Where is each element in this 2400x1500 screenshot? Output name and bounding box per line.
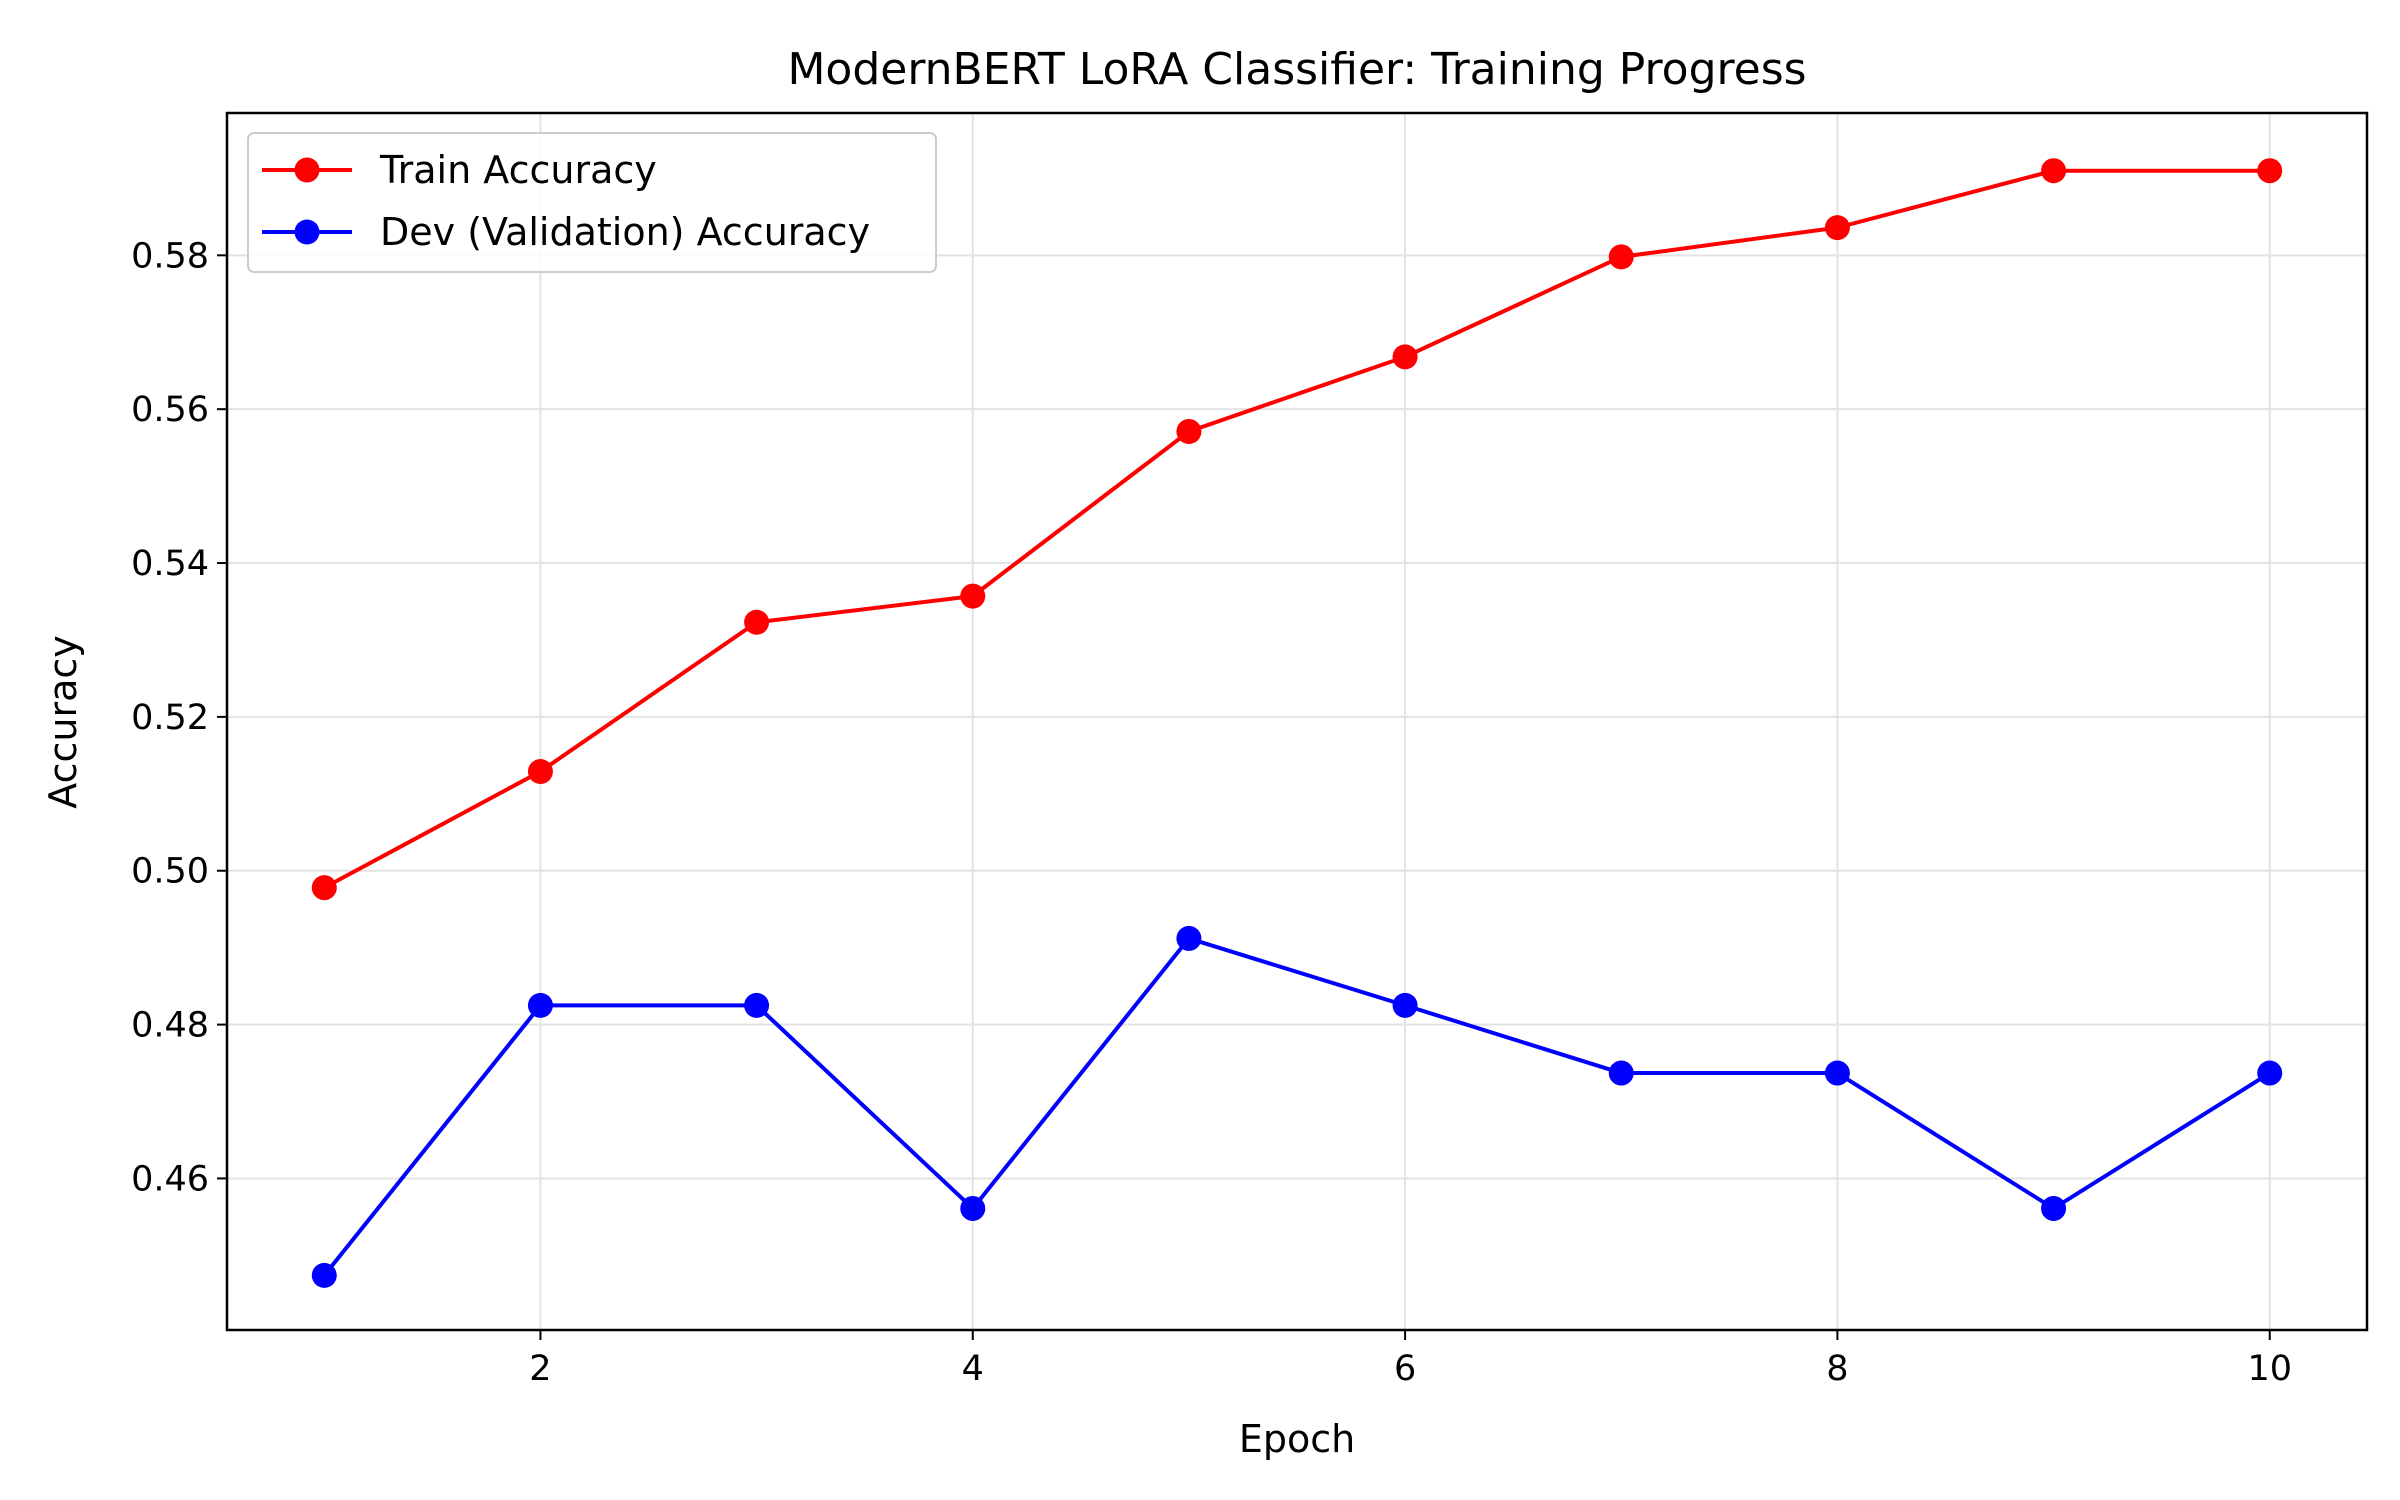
data-point (527, 992, 553, 1018)
legend-label: Train Accuracy (379, 148, 657, 192)
data-point (960, 1195, 986, 1221)
data-point (1824, 215, 1850, 241)
data-point (2041, 158, 2067, 184)
data-point (1176, 925, 1202, 951)
x-tick-label: 8 (1826, 1349, 1848, 1389)
data-point (960, 583, 986, 609)
data-point (311, 1262, 337, 1288)
series-1 (311, 925, 2283, 1288)
legend-box (247, 132, 937, 273)
data-point (1392, 344, 1418, 370)
data-point (2257, 158, 2283, 184)
axis-ticks: 2 4 6 8 10 0.46 0.48 0.50 0.52 0.54 0.56 0.58 (131, 236, 2292, 1389)
y-axis-label: Accuracy (41, 635, 85, 809)
x-tick-label: 10 (2247, 1349, 2292, 1389)
series-line (322, 936, 2271, 1277)
x-tick-label: 2 (529, 1349, 551, 1389)
data-point (1608, 1060, 1634, 1086)
plot-frame (225, 111, 2369, 1332)
data-point (1608, 244, 1634, 270)
y-tick-label: 0.58 (131, 236, 209, 276)
plot-series (311, 158, 2283, 1288)
data-point (527, 759, 553, 785)
y-tick-label: 0.48 (131, 1006, 209, 1046)
data-point (311, 875, 337, 901)
legend-entry: Train Accuracy (262, 148, 657, 192)
legend-marker (294, 157, 320, 183)
gridlines (227, 113, 2367, 1330)
legend-label: Dev (Validation) Accuracy (380, 210, 870, 254)
y-tick-label: 0.54 (131, 544, 209, 584)
chart-title: ModernBERT LoRA Classifier: Training Pro… (787, 44, 1806, 95)
data-point (2041, 1195, 2067, 1221)
series-0 (311, 158, 2283, 901)
legend-entry: Dev (Validation) Accuracy (262, 210, 870, 254)
y-tick-label: 0.50 (131, 852, 209, 892)
data-point (1824, 1060, 1850, 1086)
y-tick-label: 0.56 (131, 390, 209, 430)
legend-marker (294, 219, 320, 245)
data-point (744, 609, 770, 635)
y-tick-label: 0.46 (131, 1159, 209, 1199)
x-tick-label: 4 (962, 1349, 984, 1389)
series-line (323, 168, 2270, 890)
legend: Train Accuracy Dev (Validation) Accuracy (247, 132, 937, 273)
y-tick-label: 0.52 (131, 698, 209, 738)
data-point (1392, 992, 1418, 1018)
data-point (2257, 1060, 2283, 1086)
x-tick-label: 6 (1394, 1349, 1416, 1389)
data-point (1176, 418, 1202, 444)
x-axis-label: Epoch (1239, 1417, 1355, 1461)
data-point (744, 992, 770, 1018)
